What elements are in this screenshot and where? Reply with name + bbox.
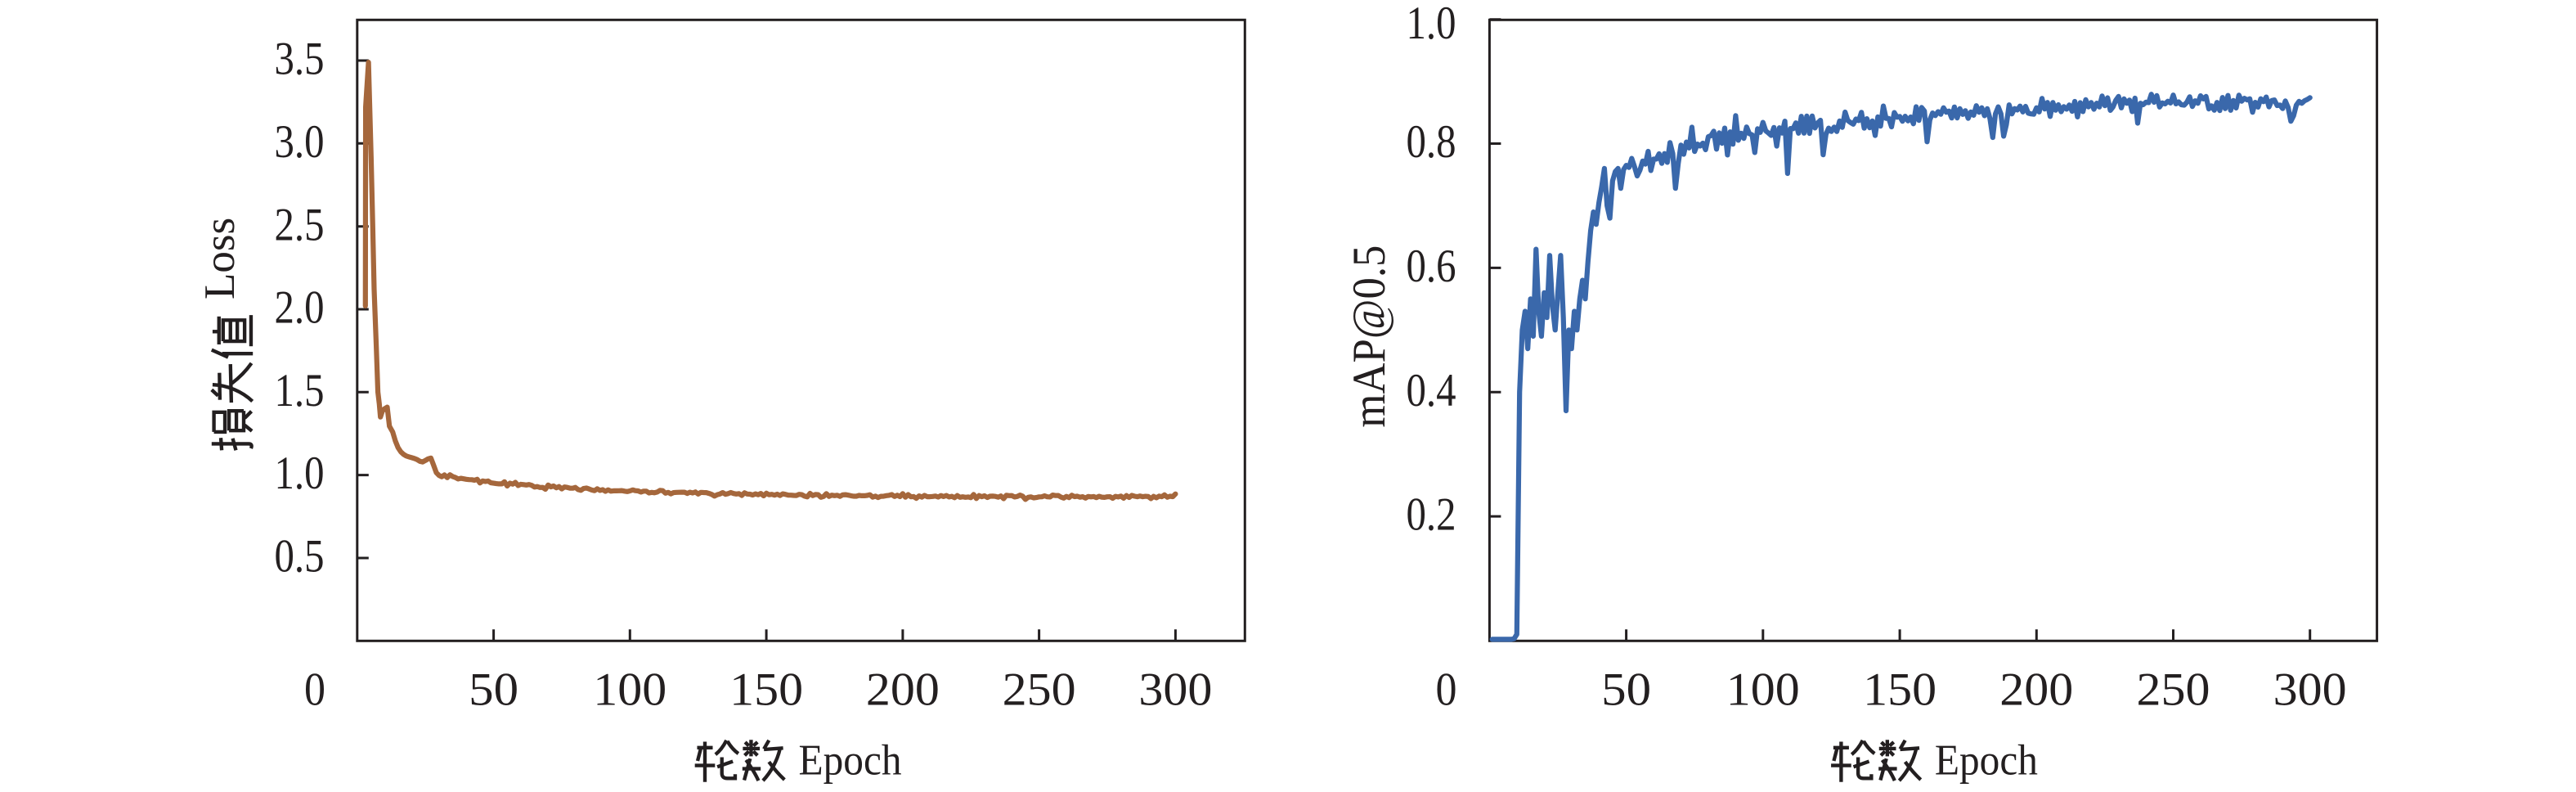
svg-text:0.5: 0.5 — [275, 531, 325, 583]
svg-text:0.8: 0.8 — [1407, 116, 1456, 168]
svg-text:3.5: 3.5 — [275, 34, 325, 85]
svg-text:Epoch: Epoch — [799, 736, 902, 784]
svg-text:2.0: 2.0 — [275, 282, 325, 334]
svg-text:3.0: 3.0 — [275, 116, 325, 168]
svg-text:1.0: 1.0 — [1407, 0, 1456, 49]
svg-text:150: 150 — [729, 664, 803, 716]
svg-text:100: 100 — [593, 664, 666, 716]
svg-text:0: 0 — [1436, 664, 1457, 716]
svg-text:1.0: 1.0 — [275, 448, 325, 499]
svg-text:0.4: 0.4 — [1407, 365, 1456, 416]
svg-text:Loss: Loss — [196, 218, 244, 299]
svg-text:0.2: 0.2 — [1407, 489, 1456, 541]
svg-text:0: 0 — [304, 664, 325, 716]
svg-text:mAP@0.5: mAP@0.5 — [1344, 245, 1395, 428]
svg-text:0.6: 0.6 — [1407, 241, 1456, 292]
svg-text:250: 250 — [1003, 664, 1076, 716]
svg-text:50: 50 — [1601, 664, 1651, 716]
svg-text:150: 150 — [1863, 664, 1936, 716]
svg-text:50: 50 — [469, 664, 518, 716]
svg-text:1.5: 1.5 — [275, 365, 325, 416]
svg-text:200: 200 — [866, 664, 940, 716]
svg-text:100: 100 — [1726, 664, 1800, 716]
svg-text:250: 250 — [2137, 664, 2210, 716]
svg-text:300: 300 — [1138, 664, 1212, 716]
svg-text:300: 300 — [2273, 664, 2347, 716]
svg-text:Epoch: Epoch — [1935, 736, 2038, 784]
svg-text:200: 200 — [1999, 664, 2073, 716]
svg-text:2.5: 2.5 — [275, 199, 325, 250]
